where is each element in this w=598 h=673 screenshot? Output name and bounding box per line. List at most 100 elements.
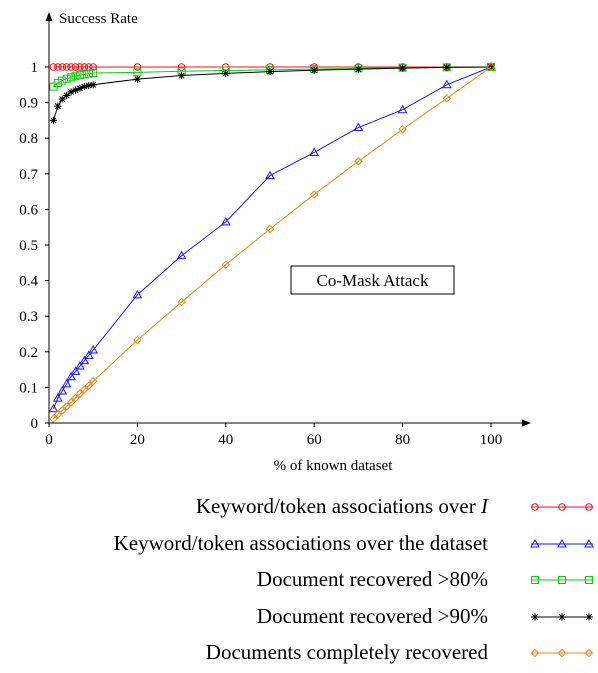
data-point (49, 414, 58, 424)
series-2 (48, 61, 496, 413)
data-point (176, 250, 187, 260)
y-tick-label: 0.2 (19, 345, 38, 361)
data-point (133, 75, 141, 83)
data-point (66, 371, 76, 381)
legend-label: Document recovered >90% (257, 604, 488, 628)
legend-marker (558, 503, 566, 511)
y-tick-label: 0.8 (19, 131, 38, 147)
data-point (486, 62, 496, 72)
x-tick-label: 80 (395, 432, 410, 448)
y-tick-label: 0.7 (19, 167, 38, 183)
data-point (88, 345, 99, 354)
data-point (58, 63, 67, 71)
y-tick-label: 0.3 (19, 309, 38, 325)
legend-marker (585, 613, 593, 621)
data-point (70, 366, 81, 375)
data-point (80, 385, 89, 394)
legend-item-4: Document recovered >90% (257, 604, 593, 628)
legend-label: Document recovered >80% (257, 567, 488, 591)
data-point (89, 69, 98, 78)
legend-label: Keyword/token associations over the data… (114, 531, 489, 555)
data-point (177, 63, 186, 71)
data-point (48, 403, 59, 413)
data-point (354, 65, 362, 73)
data-point (178, 71, 186, 80)
series-layer (48, 61, 496, 424)
data-point (441, 79, 452, 89)
data-point (76, 63, 84, 71)
series-4 (49, 63, 495, 124)
x-tick-label: 20 (130, 432, 145, 448)
legend-item-5: Documents completely recovered (206, 640, 594, 664)
data-point (54, 63, 62, 71)
x-axis-arrow (522, 419, 531, 427)
legend-marker (585, 503, 593, 511)
data-point (49, 116, 58, 124)
y-tick-label: 0.5 (19, 238, 38, 254)
data-point (310, 66, 318, 74)
data-point (58, 95, 66, 103)
legend-label-text: Keyword/token associations over (196, 494, 481, 518)
data-point (67, 73, 76, 82)
data-point (84, 381, 94, 390)
series-line (52, 66, 492, 121)
series-5 (49, 62, 496, 424)
annotation-box (290, 265, 455, 295)
x-tick-label: 40 (218, 432, 233, 448)
x-axis-title: % of known dataset (274, 458, 394, 474)
data-point (75, 361, 85, 370)
x-tick-label: 60 (307, 432, 322, 448)
data-point (80, 63, 89, 71)
data-point (67, 63, 75, 71)
y-tick-label: 0.1 (19, 380, 38, 396)
y-axis-arrow (45, 12, 53, 21)
y-tick-label: 1 (31, 60, 39, 76)
y-tick-label: 0.4 (19, 274, 38, 290)
legend-marker (530, 538, 540, 548)
data-point (71, 393, 80, 403)
data-point (53, 79, 62, 88)
data-point (132, 289, 143, 299)
data-point (221, 260, 231, 269)
legend-marker (530, 648, 540, 658)
legend-item-2: Keyword/token associations over the data… (114, 531, 594, 555)
legend-marker (558, 613, 566, 621)
legend-label: Keyword/token associations over I (196, 494, 489, 518)
data-point (83, 350, 94, 359)
data-point (57, 385, 68, 395)
data-point (399, 64, 407, 72)
data-point (80, 82, 88, 91)
data-point (63, 91, 71, 100)
legend-label-variable: I (480, 494, 489, 518)
data-point (85, 81, 93, 90)
series-line (52, 66, 492, 409)
data-point (58, 76, 67, 85)
data-point (89, 81, 97, 89)
x-tick-label: 0 (45, 432, 53, 448)
data-point (71, 86, 80, 94)
legend-marker (557, 648, 567, 658)
data-point (309, 147, 320, 156)
data-point (66, 398, 76, 407)
annotation-label: Co-Mask Attack (317, 271, 429, 290)
data-point (354, 157, 363, 166)
data-point (62, 63, 71, 71)
data-point (265, 170, 275, 180)
data-point (62, 74, 71, 83)
data-point (49, 63, 58, 71)
data-point (443, 63, 451, 71)
legend-marker (557, 538, 567, 548)
data-point (222, 69, 230, 78)
legend-item-1: Keyword/token associations over I (196, 494, 593, 518)
data-point (62, 401, 71, 411)
data-point (71, 72, 80, 81)
data-point (309, 190, 319, 199)
axes: Success Rate % of known dataset 0 0.1 0.2 0.3… (19, 11, 531, 474)
data-point (67, 88, 75, 96)
data-point (442, 94, 452, 103)
data-point (398, 124, 407, 134)
legend-item-3: Document recovered >80% (257, 567, 593, 591)
data-point (133, 63, 142, 71)
legend-marker (585, 576, 593, 584)
